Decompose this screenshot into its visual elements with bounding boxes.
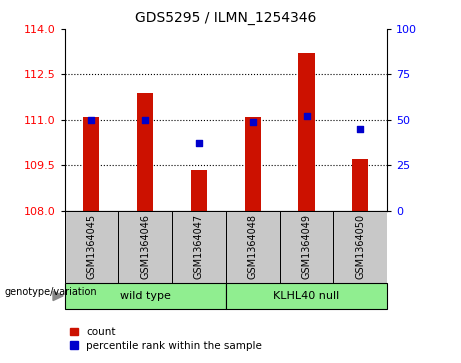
Title: GDS5295 / ILMN_1254346: GDS5295 / ILMN_1254346	[135, 11, 317, 25]
Bar	[83, 117, 100, 211]
Point	[195, 140, 203, 146]
Bar	[137, 93, 153, 211]
FancyBboxPatch shape	[65, 211, 118, 283]
Text: wild type: wild type	[120, 291, 171, 301]
Bar	[298, 53, 314, 211]
FancyBboxPatch shape	[172, 211, 226, 283]
Text: GSM1364049: GSM1364049	[301, 214, 312, 280]
Polygon shape	[53, 291, 63, 301]
Bar	[352, 159, 368, 211]
FancyBboxPatch shape	[280, 211, 333, 283]
FancyBboxPatch shape	[65, 283, 226, 309]
FancyBboxPatch shape	[226, 283, 387, 309]
Point	[357, 126, 364, 132]
Text: GSM1364046: GSM1364046	[140, 214, 150, 280]
Text: GSM1364045: GSM1364045	[86, 214, 96, 280]
Bar	[191, 170, 207, 211]
FancyBboxPatch shape	[118, 211, 172, 283]
FancyBboxPatch shape	[226, 211, 280, 283]
Text: GSM1364048: GSM1364048	[248, 214, 258, 280]
Point	[88, 117, 95, 123]
Text: GSM1364047: GSM1364047	[194, 214, 204, 280]
Bar	[245, 117, 261, 211]
Point	[249, 119, 256, 125]
FancyBboxPatch shape	[333, 211, 387, 283]
Legend: count, percentile rank within the sample: count, percentile rank within the sample	[70, 327, 262, 351]
Text: KLHL40 null: KLHL40 null	[273, 291, 340, 301]
Point	[142, 117, 149, 123]
Point	[303, 113, 310, 119]
Text: GSM1364050: GSM1364050	[355, 214, 366, 280]
Text: genotype/variation: genotype/variation	[5, 287, 97, 297]
